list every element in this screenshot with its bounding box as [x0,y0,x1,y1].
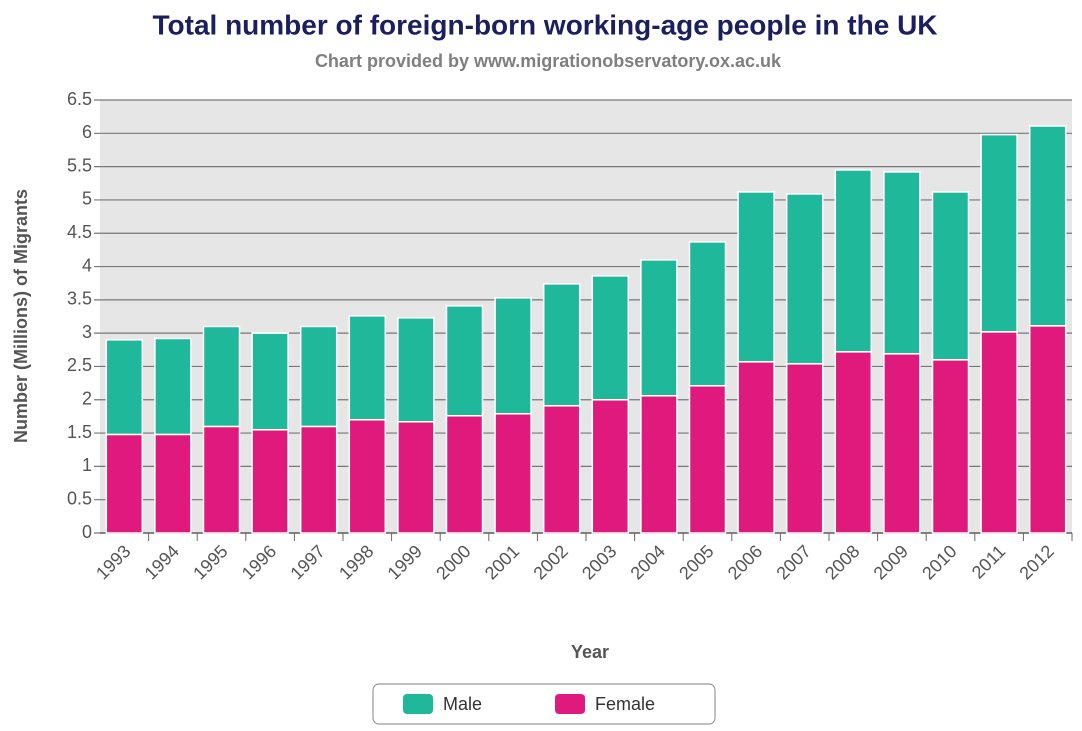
y-tick-label: 6.5 [67,89,92,109]
bar-segment [348,419,387,534]
bar-segment [785,193,824,365]
x-tick-label: 2001 [481,541,523,583]
y-tick-label: 5 [82,189,92,209]
bar-segment [542,405,581,534]
bar-segment [591,275,630,401]
bar-segment [931,359,970,534]
bar-segment [1028,325,1067,534]
bar-segment [251,332,289,431]
x-tick-label: 2006 [724,541,766,583]
x-tick-label: 1993 [92,541,134,583]
x-tick-label: 2003 [578,541,620,583]
x-tick-label: 2011 [968,541,1010,583]
bar-segment [445,415,484,534]
bar-segment [785,363,824,534]
x-tick-label: 2000 [432,541,474,583]
y-tick-label: 0 [82,522,92,542]
bar-segment [640,395,678,534]
x-tick-label: 2010 [918,541,960,583]
bar-segment [202,325,241,428]
y-tick-label: 2.5 [67,355,92,375]
legend-label: Male [443,694,482,714]
y-tick-label: 5.5 [67,155,92,175]
legend-label: Female [595,694,655,714]
x-tick-label: 2012 [1015,541,1057,583]
x-tick-label: 2005 [675,541,717,583]
y-axis-label: Number (Millions) of Migrants [11,189,31,443]
chart-subtitle: Chart provided by www.migrationobservato… [315,51,782,71]
y-tick-label: 4 [82,255,92,275]
x-tick-label: 1997 [286,541,328,583]
bar-segment [494,413,532,534]
legend-swatch [403,694,433,714]
bar-segment [688,241,727,387]
bar-segment [883,171,921,355]
bar-segment [397,421,435,534]
x-tick-label: 1994 [141,541,183,583]
bar-segment [640,259,678,397]
bar-segment [202,425,241,534]
legend-swatch [555,694,585,714]
bar-segment [154,433,192,534]
bar-segment [688,385,727,534]
y-tick-label: 4.5 [67,222,92,242]
bar-segment [834,351,873,534]
bar-segment [251,428,289,534]
bar-segment [299,425,338,534]
legend: Male Female [372,683,716,725]
y-tick-label: 1.5 [67,422,92,442]
bar-segment [737,191,775,363]
bar-segment [445,305,484,417]
bar-segment [494,297,532,415]
bar-segment [154,337,192,436]
x-tick-label: 1995 [189,541,231,583]
x-tick-label: 2008 [821,541,863,583]
y-tick-label: 0.5 [67,488,92,508]
y-tick-label: 1 [82,455,92,475]
x-tick-label: 2009 [870,541,912,583]
x-tick-label: 2007 [772,541,814,583]
x-tick-label: 2002 [529,541,571,583]
bar-segment [834,169,873,353]
bar-segment [591,399,630,534]
x-tick-label: 2004 [627,541,669,583]
y-tick-label: 3.5 [67,289,92,309]
y-tick-label: 6 [82,122,92,142]
plot-area [100,100,1072,533]
bar-segment [980,331,1018,534]
legend-box [372,683,716,725]
bar-segment [931,191,970,361]
bar-segment [883,353,921,534]
bar-segment [348,315,387,421]
x-tick-label: 1999 [384,541,426,583]
y-tick-label: 2 [82,389,92,409]
bar-segment [105,433,144,534]
x-tick-label: 1996 [238,541,280,583]
bar-segment [980,133,1018,333]
bar-segment [397,317,435,423]
bar-segment [737,361,775,534]
bar-segment [542,283,581,407]
chart-title: Total number of foreign-born working-age… [152,9,937,40]
y-tick-label: 3 [82,322,92,342]
bar-segment [299,325,338,428]
x-tick-label: 1998 [335,541,377,583]
bar-segment [105,339,144,436]
bar-segment [1028,125,1067,327]
x-axis-label: Year [571,642,609,662]
